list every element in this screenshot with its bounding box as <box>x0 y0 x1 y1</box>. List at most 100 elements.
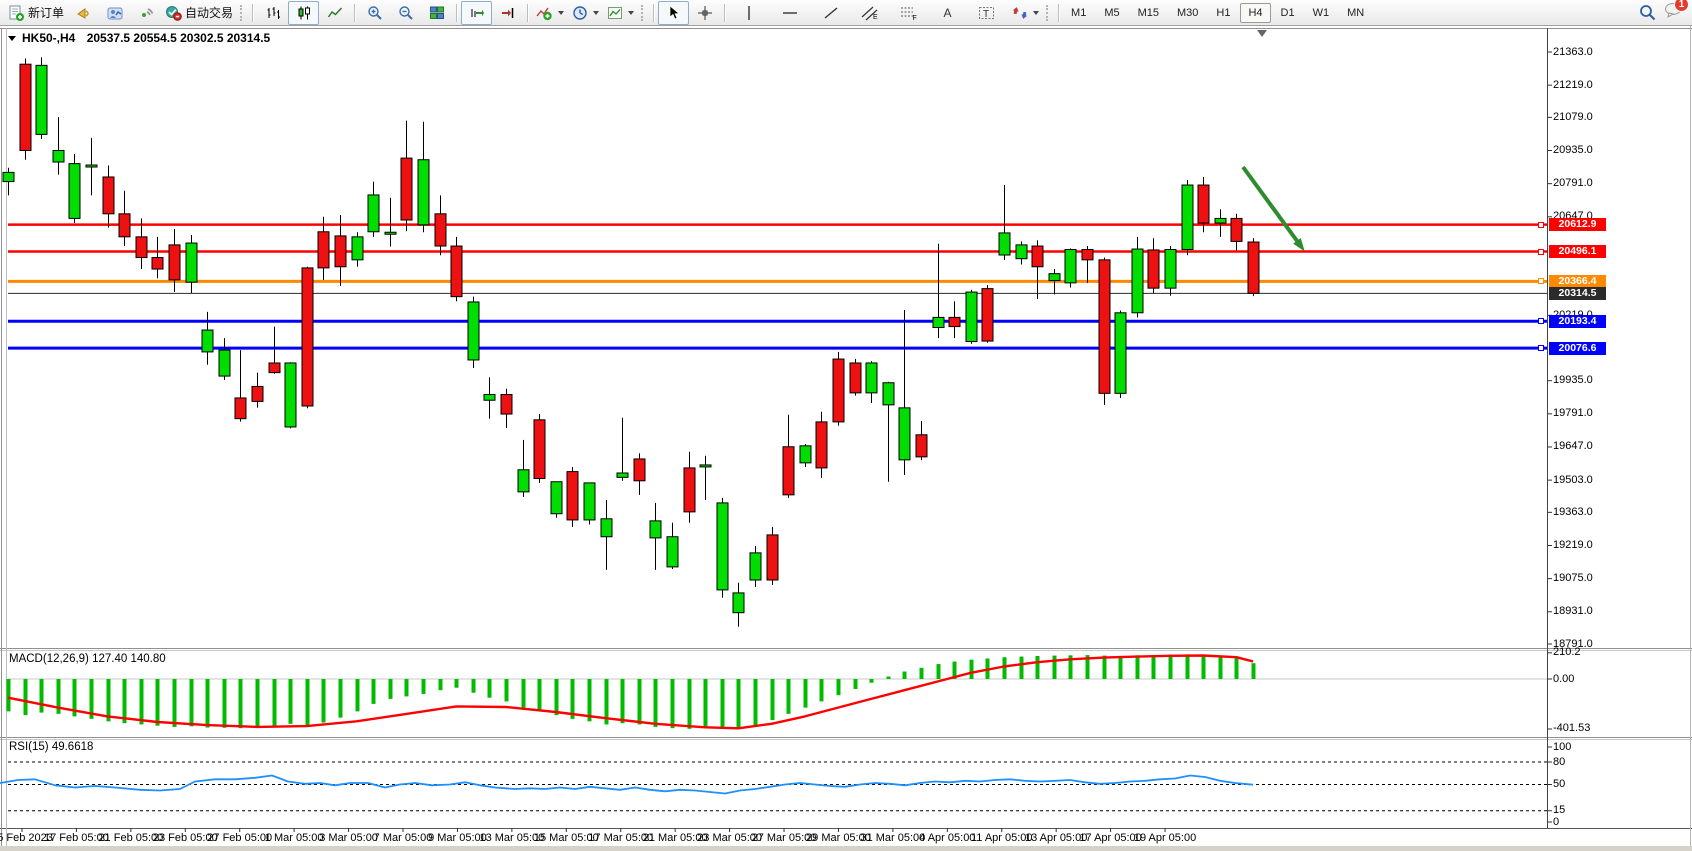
templates-button[interactable] <box>603 1 638 25</box>
new-order-label: 新订单 <box>28 6 65 20</box>
rsi-axis-label: 100 <box>1553 740 1572 753</box>
timeframe-button-M1[interactable]: M1 <box>1071 6 1087 19</box>
macd-axis-label: 210.2 <box>1553 646 1581 659</box>
zoom-out-button[interactable] <box>390 1 421 25</box>
toolbar-grip <box>641 4 646 21</box>
toolbar-separator <box>724 3 726 22</box>
fibonacci-tool-button[interactable]: F <box>893 1 924 25</box>
timeframe-button-H1[interactable]: H1 <box>1216 6 1231 19</box>
toolbar-separator <box>252 3 254 22</box>
crosshair-tool-button[interactable] <box>689 1 720 25</box>
time-axis-border <box>0 828 1692 829</box>
svg-text:E: E <box>873 14 878 21</box>
timeframe-button-M5[interactable]: M5 <box>1104 6 1120 19</box>
timeframe-button-M30[interactable]: M30 <box>1177 6 1199 19</box>
zoom-in-button[interactable] <box>359 1 390 25</box>
search-icon[interactable] <box>1639 4 1656 21</box>
channel-tool-button[interactable]: E <box>854 1 885 25</box>
template-icon <box>608 6 623 19</box>
time-axis-label: 23 Feb 05:00 <box>152 832 218 844</box>
profile-button[interactable] <box>99 1 130 25</box>
one-click-trading-arrow-icon[interactable] <box>8 36 16 41</box>
macd-axis-label: -401.53 <box>1553 722 1591 735</box>
line-drag-handle[interactable] <box>1538 248 1544 255</box>
crosshair-icon <box>697 5 712 20</box>
chart-canvas[interactable] <box>8 28 1547 648</box>
signal-icon <box>141 7 153 17</box>
new-order-button[interactable]: 新订单 <box>4 1 68 25</box>
toolbar-separator <box>456 3 458 22</box>
price-axis-label: 19935.0 <box>1553 374 1593 387</box>
horizontal-line-icon <box>782 11 797 14</box>
price-axis-label: 19219.0 <box>1553 538 1593 551</box>
line-chart-icon <box>327 6 342 17</box>
trendline-tool-button[interactable] <box>815 1 846 25</box>
macd-signal-line <box>7 654 1254 730</box>
add-indicator-button[interactable] <box>532 1 568 25</box>
macd-panel-divider[interactable] <box>0 648 1692 649</box>
arrows-tool-button[interactable] <box>1008 1 1043 25</box>
line-drag-handle[interactable] <box>1538 278 1544 285</box>
rsi-axis-label: 80 <box>1553 755 1566 768</box>
time-axis-label: 11 Apr 05:00 <box>970 832 1033 844</box>
text-tool-button[interactable]: A <box>932 1 963 25</box>
rsi-panel-divider-inner <box>0 739 1692 740</box>
time-axis-label: 15 Feb 2023 <box>0 832 53 844</box>
tile-windows-button[interactable] <box>421 1 452 25</box>
timeframe-button-D1[interactable]: D1 <box>1280 6 1295 19</box>
timeframe-button-M15[interactable]: M15 <box>1137 6 1159 19</box>
periods-button[interactable] <box>568 1 603 25</box>
horizontal-line-tool-button[interactable] <box>774 1 805 25</box>
autotrading-label: 自动交易 <box>185 6 234 20</box>
price-axis-label: 19075.0 <box>1553 572 1593 585</box>
notifications-button[interactable]: 1 <box>1664 0 1689 23</box>
line-drag-handle[interactable] <box>1538 318 1544 325</box>
line-drag-handle[interactable] <box>1538 345 1544 352</box>
macd-panel-divider-inner <box>0 650 1692 651</box>
cursor-tool-button[interactable] <box>658 0 690 25</box>
macd-axis-label: 0.00 <box>1553 672 1575 685</box>
market-watch-button[interactable] <box>68 1 99 25</box>
text-label-tool-button[interactable]: T <box>971 1 1002 25</box>
time-axis-label: 21 Feb 05:00 <box>98 832 164 844</box>
rsi-panel-divider[interactable] <box>0 737 1692 738</box>
add-indicator-icon <box>536 7 552 20</box>
new-order-icon <box>9 5 24 21</box>
time-axis-label: 27 Feb 05:00 <box>207 832 273 844</box>
time-axis-label: 9 Mar 05:00 <box>428 832 487 844</box>
autotrading-icon <box>166 5 182 21</box>
toolbar-separator <box>653 3 655 22</box>
line-chart-mode-button[interactable] <box>319 1 350 25</box>
window-bottom-edge <box>0 846 1692 851</box>
line-drag-handle[interactable] <box>1538 221 1544 228</box>
autotrading-button[interactable]: 自动交易 <box>161 1 237 25</box>
price-axis-label: 19791.0 <box>1553 407 1593 420</box>
price-axis-label: 21219.0 <box>1553 78 1593 91</box>
price-axis-label: 20935.0 <box>1553 144 1593 156</box>
trendline-icon <box>824 6 837 19</box>
time-axis-label: 31 Mar 05:00 <box>860 832 926 844</box>
price-axis-label: 18931.0 <box>1553 605 1593 618</box>
toolbar-separator <box>527 3 529 22</box>
price-tag: 20496.1 <box>1549 245 1606 259</box>
price-axis-border <box>1547 28 1548 828</box>
price-tag: 20612.9 <box>1549 218 1606 232</box>
bar-chart-mode-button[interactable] <box>257 1 288 25</box>
equidistant-channel-icon: E <box>861 6 878 21</box>
time-axis-label: 27 Mar 05:00 <box>751 832 817 844</box>
timeframe-button-H4[interactable]: H4 <box>1240 2 1271 23</box>
candlestick-mode-button[interactable] <box>288 0 320 25</box>
time-axis-label: 13 Mar 05:00 <box>479 832 545 844</box>
price-axis-label: 18791.0 <box>1553 637 1593 650</box>
window-right-border <box>1690 0 1691 851</box>
timeframe-button-W1[interactable]: W1 <box>1312 6 1330 19</box>
chart-shift-button[interactable] <box>492 1 523 25</box>
timeframe-button-MN[interactable]: MN <box>1347 6 1365 19</box>
auto-scroll-button[interactable] <box>461 0 493 25</box>
signals-button[interactable] <box>130 1 161 25</box>
time-axis-label: 23 Mar 05:00 <box>697 832 762 844</box>
chart-window-top-border <box>0 28 1692 29</box>
vertical-line-tool-button[interactable] <box>733 1 764 25</box>
time-axis-label: 1 Mar 05:00 <box>264 832 324 844</box>
